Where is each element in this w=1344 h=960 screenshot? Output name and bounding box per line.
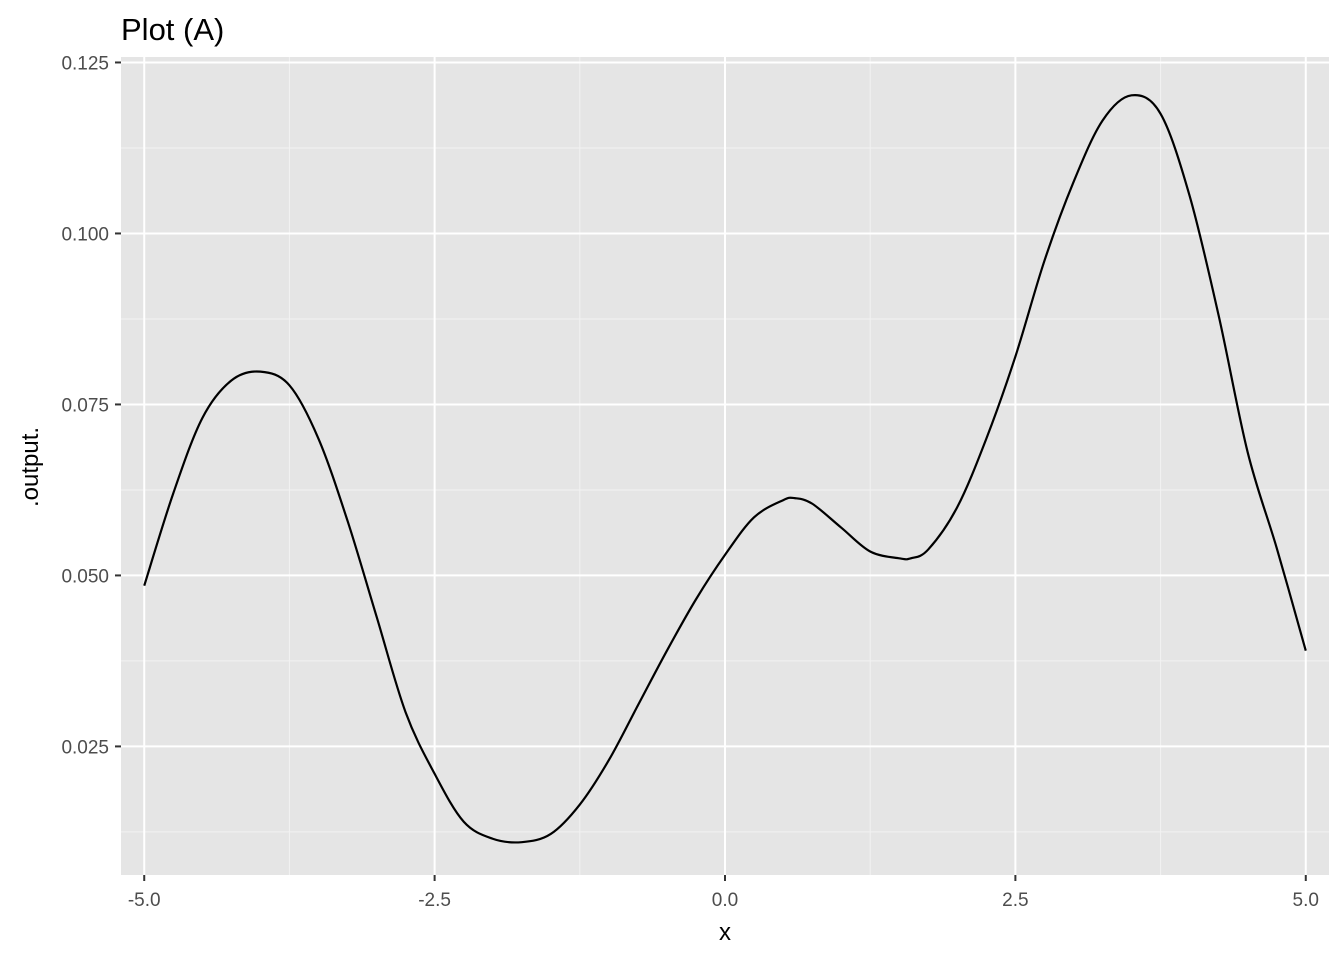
y-tick-label: 0.075 (61, 395, 109, 416)
series-layer (143, 93, 1307, 844)
x-tick-label: -5.0 (128, 890, 161, 911)
x-axis-title: x (719, 919, 731, 946)
y-tick-label: 0.100 (61, 224, 109, 245)
y-tick-label: 0.050 (61, 566, 109, 587)
y-tick-label: 0.025 (61, 737, 109, 758)
series-line (143, 93, 1307, 844)
x-axis: -5.0 -2.5 0.0 2.5 5.0 (128, 875, 1319, 911)
major-gridlines (121, 57, 1329, 875)
chart-title: Plot (A) (121, 12, 224, 47)
y-tick-label: 0.125 (61, 53, 109, 74)
x-tick-label: 2.5 (1002, 890, 1028, 911)
y-axis-title: .output. (17, 427, 44, 507)
x-tick-label: 5.0 (1293, 890, 1319, 911)
x-tick-label: -2.5 (418, 890, 451, 911)
x-tick-label: 0.0 (712, 890, 738, 911)
y-axis: 0.025 0.050 0.075 0.100 0.125 (61, 53, 121, 758)
